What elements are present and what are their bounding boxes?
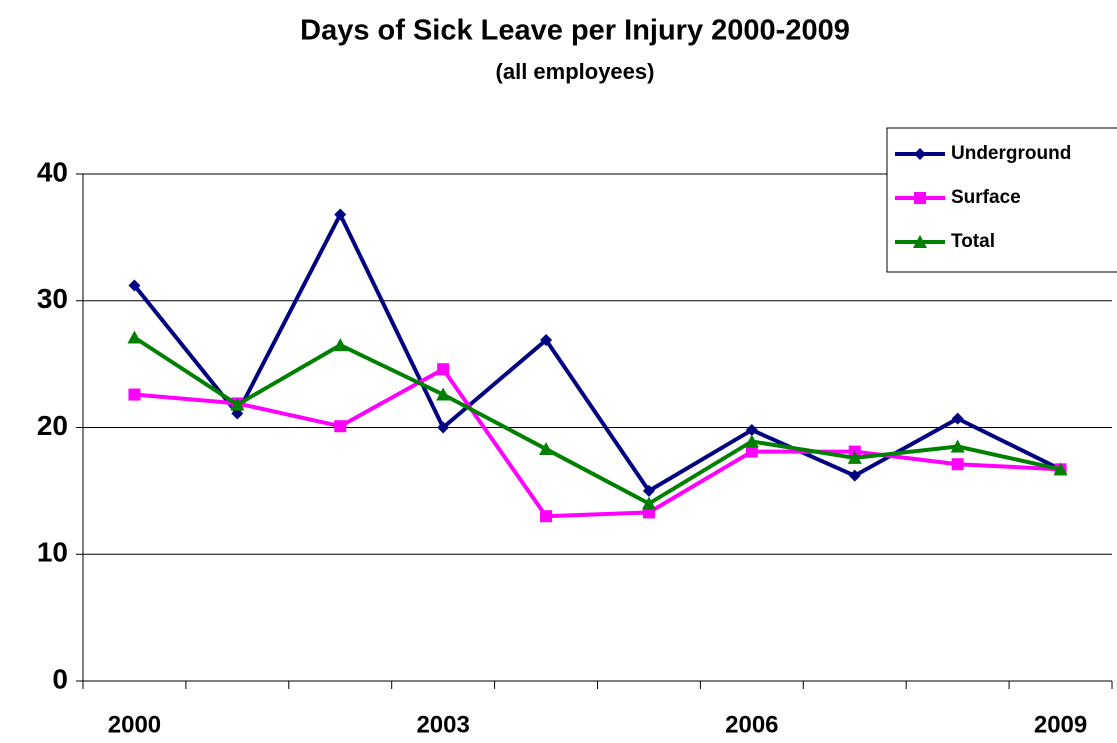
- x-tick-label: 2000: [108, 711, 161, 738]
- y-tick-label: 30: [37, 283, 68, 314]
- legend-marker: [914, 192, 926, 204]
- data-point: [128, 388, 141, 401]
- data-point: [436, 387, 451, 401]
- data-point: [334, 420, 347, 433]
- chart-subtitle: (all employees): [496, 59, 655, 84]
- y-tick-label: 10: [37, 537, 68, 568]
- legend-label: Total: [951, 231, 995, 252]
- legend-marker: [914, 148, 926, 160]
- legend-marker: [913, 235, 927, 248]
- data-point: [951, 412, 964, 425]
- x-tick-label: 2006: [725, 711, 778, 738]
- data-point: [744, 434, 759, 448]
- y-tick-label: 40: [37, 156, 68, 187]
- data-point: [847, 450, 862, 464]
- data-point: [540, 510, 553, 523]
- data-point: [437, 363, 450, 376]
- series-line: [133, 335, 1061, 506]
- data-point: [745, 424, 758, 437]
- series-line: [134, 367, 1061, 519]
- legend-label: Surface: [951, 187, 1021, 208]
- y-tick-label: 0: [52, 663, 68, 694]
- data-point: [641, 496, 656, 510]
- x-tick-label: 2009: [1034, 711, 1087, 738]
- data-point: [950, 439, 965, 453]
- legend-label: Underground: [951, 143, 1071, 164]
- data-point: [1053, 462, 1068, 476]
- data-point: [437, 421, 450, 434]
- data-point: [333, 338, 348, 352]
- data-point: [951, 458, 964, 471]
- series-line: [132, 212, 1062, 493]
- data-point: [127, 330, 142, 344]
- y-tick-label: 20: [37, 410, 68, 441]
- data-point: [128, 279, 141, 292]
- x-tick-label: 2003: [416, 711, 469, 738]
- data-point: [540, 334, 553, 347]
- data-point: [539, 442, 554, 456]
- data-point: [848, 469, 861, 482]
- data-point: [334, 208, 347, 221]
- chart-title: Days of Sick Leave per Injury 2000-2009: [300, 15, 850, 47]
- data-point: [230, 397, 245, 411]
- data-point: [745, 445, 758, 458]
- data-point: [642, 484, 655, 497]
